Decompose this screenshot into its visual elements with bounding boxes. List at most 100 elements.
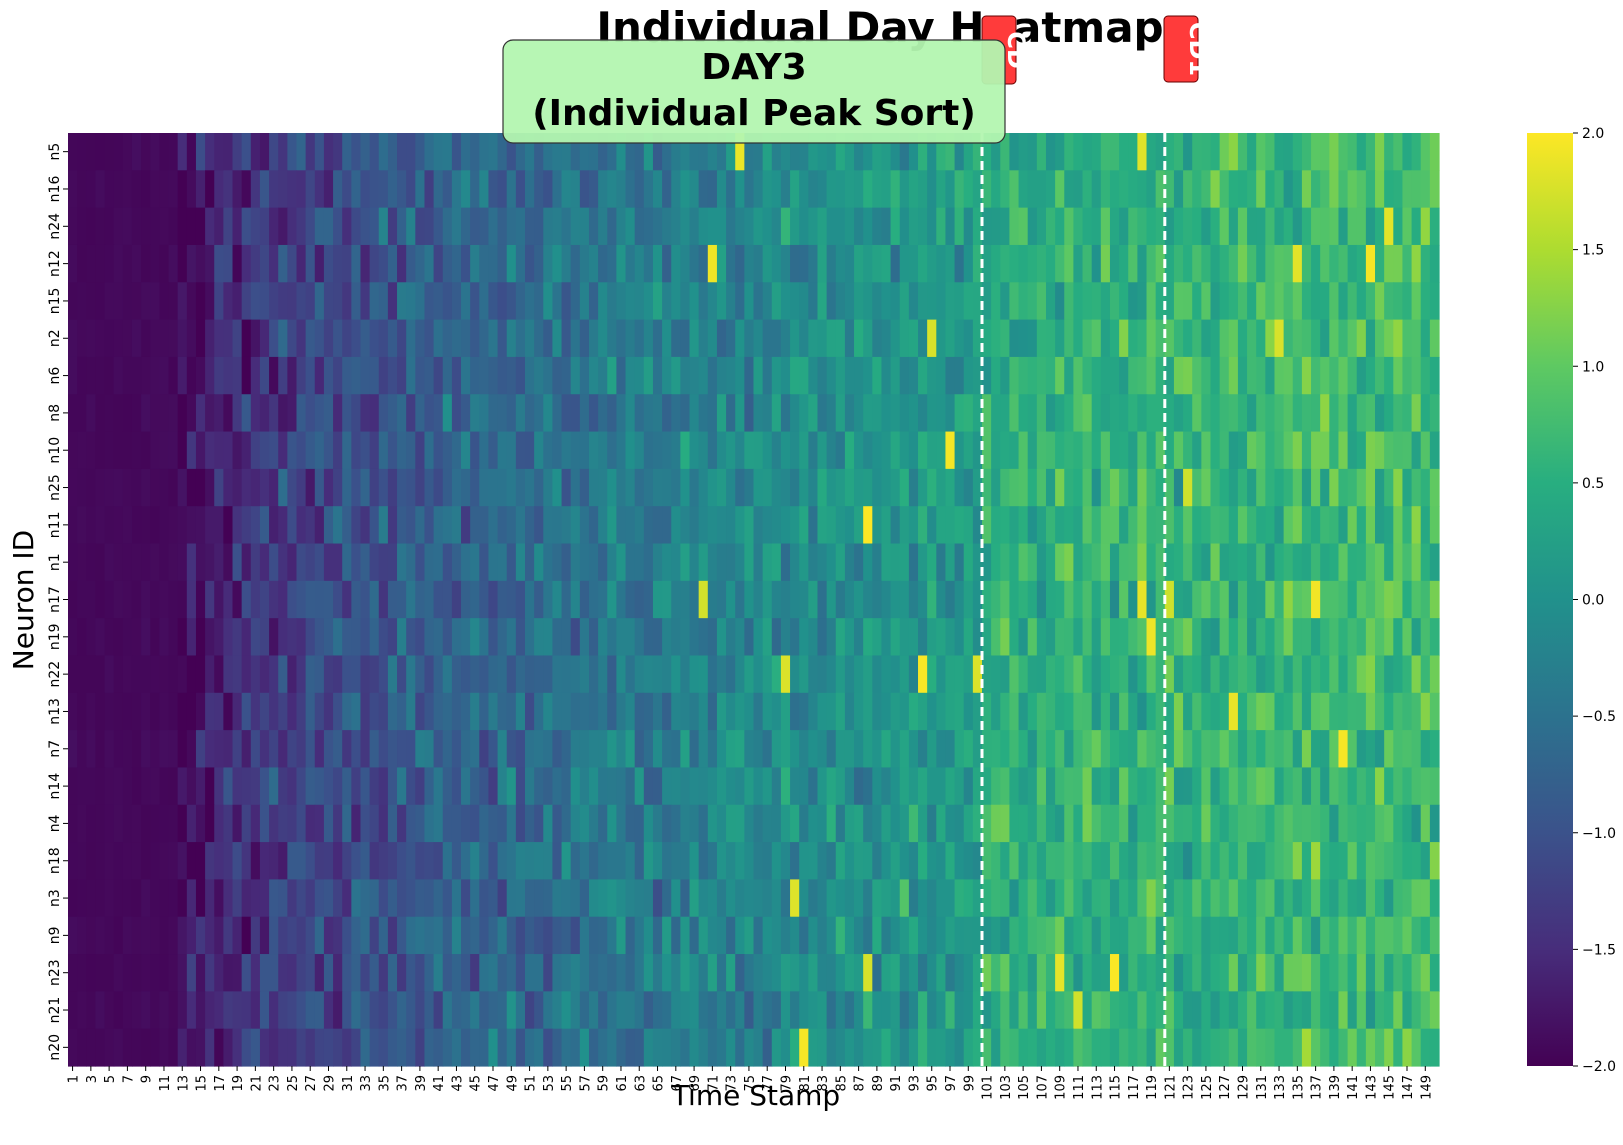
heatmap-cell bbox=[1064, 991, 1074, 1030]
heatmap-cell bbox=[1192, 282, 1202, 321]
heatmap-cell bbox=[241, 319, 252, 358]
heatmap-cell bbox=[1146, 170, 1157, 209]
heatmap-cell bbox=[1283, 730, 1294, 769]
heatmap-cell bbox=[1027, 916, 1038, 955]
heatmap-cell bbox=[552, 580, 563, 619]
heatmap-cell bbox=[1027, 655, 1038, 694]
heatmap-cell bbox=[945, 767, 956, 806]
heatmap-cell bbox=[643, 804, 654, 843]
heatmap-cell bbox=[168, 356, 179, 395]
heatmap-cell bbox=[1045, 394, 1056, 433]
heatmap-cell bbox=[1393, 580, 1404, 619]
heatmap-cell bbox=[899, 207, 910, 246]
heatmap-cell bbox=[159, 282, 170, 321]
heatmap-cell bbox=[1402, 767, 1413, 806]
heatmap-cell bbox=[287, 244, 298, 283]
heatmap-cell bbox=[1173, 879, 1184, 918]
heatmap-cell bbox=[378, 916, 389, 955]
heatmap-cell bbox=[1301, 879, 1312, 918]
heatmap-cell bbox=[826, 954, 837, 992]
heatmap-cell bbox=[744, 767, 755, 806]
heatmap-cell bbox=[808, 431, 819, 470]
heatmap-cell bbox=[1375, 431, 1385, 470]
heatmap-cell bbox=[1393, 468, 1404, 507]
heatmap-cell bbox=[808, 394, 819, 433]
heatmap-cell bbox=[1365, 394, 1376, 433]
heatmap-cell bbox=[1009, 506, 1020, 545]
heatmap-cell bbox=[1283, 692, 1294, 731]
heatmap-cell bbox=[378, 692, 389, 731]
heatmap-cell bbox=[214, 244, 224, 283]
heatmap-cell bbox=[1091, 804, 1102, 843]
heatmap-cell bbox=[360, 767, 371, 806]
heatmap-cell bbox=[854, 804, 864, 843]
heatmap-cell bbox=[77, 580, 87, 619]
heatmap-cell bbox=[826, 767, 837, 806]
heatmap-cell bbox=[716, 655, 727, 694]
heatmap-cell bbox=[1018, 767, 1029, 806]
x-tick-label: 63 bbox=[633, 1075, 648, 1092]
heatmap-cell bbox=[1384, 394, 1394, 433]
heatmap-cell bbox=[1237, 431, 1248, 470]
heatmap-cell bbox=[314, 655, 325, 694]
heatmap-cell bbox=[515, 394, 526, 433]
heatmap-cell bbox=[707, 767, 718, 806]
heatmap-cell bbox=[1247, 543, 1257, 582]
heatmap-cell bbox=[1000, 879, 1011, 918]
heatmap-cell bbox=[122, 692, 133, 731]
heatmap-cell bbox=[1073, 618, 1084, 657]
heatmap-cell bbox=[342, 170, 352, 209]
heatmap-cell bbox=[1311, 244, 1321, 283]
heatmap-cell bbox=[1009, 991, 1020, 1030]
heatmap-cell bbox=[406, 431, 416, 470]
heatmap-cell bbox=[707, 991, 718, 1030]
heatmap-cell bbox=[287, 879, 298, 918]
heatmap-cell bbox=[351, 282, 362, 321]
heatmap-cell bbox=[424, 319, 435, 358]
heatmap-cell bbox=[744, 730, 755, 769]
heatmap-cell bbox=[305, 730, 316, 769]
heatmap-cell bbox=[342, 319, 352, 358]
heatmap-cell bbox=[945, 133, 956, 171]
heatmap-cell bbox=[1320, 431, 1330, 470]
heatmap-cell bbox=[497, 133, 508, 171]
heatmap-cell bbox=[1109, 244, 1120, 283]
heatmap-cell bbox=[872, 767, 883, 806]
heatmap-cell bbox=[397, 916, 407, 955]
heatmap-cell bbox=[1375, 356, 1385, 395]
heatmap-cell bbox=[1027, 543, 1038, 582]
heatmap-cell bbox=[1320, 618, 1330, 657]
heatmap-cell bbox=[817, 618, 828, 657]
heatmap-cell bbox=[1128, 692, 1138, 731]
x-tick-label: 29 bbox=[322, 1075, 337, 1092]
heatmap-cell bbox=[790, 692, 800, 731]
heatmap-cell bbox=[534, 394, 544, 433]
heatmap-cell bbox=[488, 431, 499, 470]
heatmap-cell bbox=[506, 543, 517, 582]
x-tick-label: 127 bbox=[1218, 1075, 1233, 1100]
heatmap-cell bbox=[1109, 282, 1120, 321]
heatmap-cell bbox=[205, 394, 215, 433]
heatmap-cell bbox=[433, 394, 444, 433]
heatmap-cell bbox=[826, 468, 837, 507]
heatmap-cell bbox=[506, 394, 517, 433]
heatmap-cell bbox=[1356, 356, 1367, 395]
heatmap-cell bbox=[1128, 580, 1138, 619]
heatmap-cell bbox=[634, 543, 645, 582]
heatmap-cell bbox=[689, 916, 700, 955]
heatmap-cell bbox=[1256, 1028, 1266, 1067]
heatmap-cell bbox=[141, 767, 151, 806]
heatmap-cell bbox=[387, 133, 398, 171]
heatmap-cell bbox=[141, 543, 151, 582]
heatmap-cell bbox=[205, 954, 215, 992]
heatmap-cell bbox=[150, 692, 160, 731]
heatmap-cell bbox=[1375, 133, 1385, 171]
heatmap-cell bbox=[616, 133, 627, 171]
heatmap-cell bbox=[1055, 767, 1065, 806]
heatmap-cell bbox=[250, 842, 261, 880]
heatmap-cell bbox=[506, 319, 517, 358]
heatmap-cell bbox=[1301, 991, 1312, 1030]
heatmap-cell bbox=[1210, 319, 1221, 358]
heatmap-cell bbox=[497, 804, 508, 843]
heatmap-cell bbox=[205, 916, 215, 955]
